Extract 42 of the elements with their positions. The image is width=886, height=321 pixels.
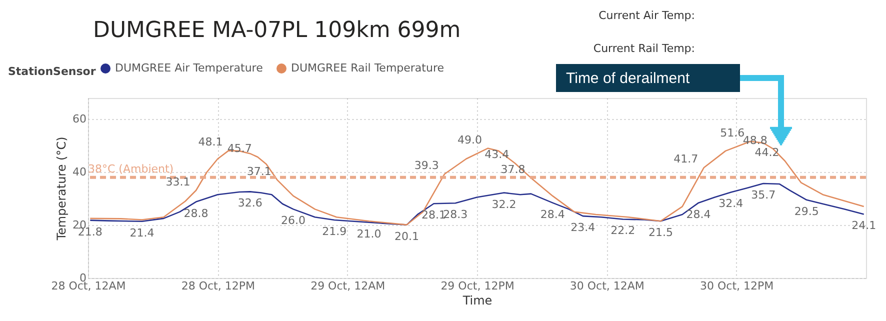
y-axis-title: Temperature (°C) xyxy=(54,136,69,242)
legend-label: DUMGREE Rail Temperature xyxy=(291,62,444,74)
data-label: 32.2 xyxy=(492,198,516,211)
x-tick-label: 30 Oct, 12AM xyxy=(570,280,644,292)
data-label: 41.7 xyxy=(674,152,698,166)
data-label: 24.1 xyxy=(852,219,876,232)
data-label: 32.4 xyxy=(718,197,744,210)
data-label: 49.0 xyxy=(458,133,482,146)
data-label: 23.4 xyxy=(570,221,596,234)
x-tick-label: 29 Oct, 12AM xyxy=(310,280,386,292)
data-label: 28.8 xyxy=(184,206,208,220)
x-tick-label: 28 Oct, 12PM xyxy=(181,280,255,292)
data-label: 32.6 xyxy=(238,196,262,210)
x-axis-title: Time xyxy=(462,294,492,308)
data-label: 21.0 xyxy=(356,227,382,240)
x-tick-label: 29 Oct, 12PM xyxy=(440,280,514,292)
y-tick-label: 60 xyxy=(72,112,86,126)
data-label: 21.4 xyxy=(130,226,154,240)
data-label: 28.4 xyxy=(540,208,565,221)
data-label: 20.1 xyxy=(394,230,420,243)
x-tick-label: 28 Oct, 12AM xyxy=(51,280,126,292)
data-label: 51.6 xyxy=(720,126,745,140)
data-label: 21.9 xyxy=(322,225,347,238)
text: Current Air Temp: xyxy=(598,9,695,22)
data-label: 28.4 xyxy=(686,208,711,221)
data-label: 37.1 xyxy=(246,164,272,178)
chart-title: DUMGREE MA-07PL 109km 699m xyxy=(93,18,461,43)
data-label: 22.2 xyxy=(610,224,636,238)
ref-line-label: 38°C (Ambient) xyxy=(88,162,174,176)
y-tick-label: 40 xyxy=(72,166,86,179)
data-label: 39.3 xyxy=(414,158,439,172)
data-label: 29.5 xyxy=(794,204,819,218)
legend-title: StationSensor xyxy=(8,65,96,78)
data-label: 48.1 xyxy=(198,136,223,149)
data-label: 35.7 xyxy=(751,188,776,202)
text: Current Rail Temp: xyxy=(593,42,695,55)
data-label: 21.5 xyxy=(648,226,673,240)
legend-label: DUMGREE Air Temperature xyxy=(115,62,264,74)
x-tick-label: 30 Oct, 12PM xyxy=(700,280,774,292)
data-label: 33.1 xyxy=(166,175,190,188)
text: Time of derailment xyxy=(566,70,690,87)
data-label: 26.0 xyxy=(281,214,306,228)
